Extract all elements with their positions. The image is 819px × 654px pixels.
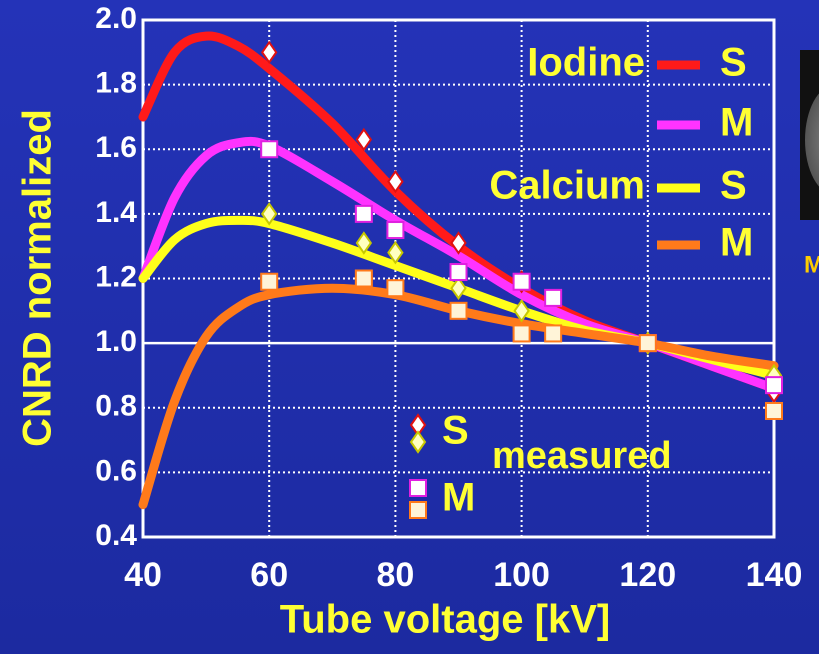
legend-label: S (720, 164, 747, 208)
measured-square (545, 325, 561, 341)
y-tick-label: 0.6 (95, 454, 137, 487)
legend-measured: measured (492, 435, 672, 477)
x-tick-label: 40 (124, 556, 162, 594)
x-tick-label: 100 (493, 556, 550, 594)
y-tick-label: 1.6 (95, 131, 137, 164)
chart: M Tube voltage [kV] CNRD normalized 0.4 0… (0, 0, 819, 654)
measured-square (766, 403, 782, 419)
y-tick-label: 1.4 (95, 196, 137, 229)
legend-group: Iodine (527, 41, 645, 85)
measured-square (261, 274, 277, 290)
y-tick-label: 2.0 (95, 2, 137, 35)
measured-square (545, 290, 561, 306)
legend-label: S (720, 41, 747, 85)
x-tick-label: 120 (619, 556, 676, 594)
legend-label: S (442, 409, 469, 453)
measured-square (261, 141, 277, 157)
legend-label: M (720, 101, 753, 145)
legend-label: M (442, 476, 475, 520)
page: {"chart_data": { "type": "line", "x_labe… (0, 0, 819, 654)
y-tick-label: 0.8 (95, 390, 137, 423)
side-label: M (804, 251, 819, 278)
y-tick-label: 1.2 (95, 260, 137, 293)
legend-group: Calcium (489, 164, 645, 208)
measured-square (356, 271, 372, 287)
y-tick-label: 0.4 (95, 519, 137, 552)
measured-square (356, 206, 372, 222)
x-tick-label: 80 (376, 556, 414, 594)
measured-square (451, 264, 467, 280)
measured-square (514, 325, 530, 341)
measured-square (387, 280, 403, 296)
x-tick-label: 140 (746, 556, 803, 594)
measured-square (766, 377, 782, 393)
y-tick-label: 1.8 (95, 67, 137, 100)
x-axis-label: Tube voltage [kV] (280, 598, 610, 642)
legend-label: M (720, 221, 753, 265)
x-tick-label: 60 (250, 556, 288, 594)
legend-marker (410, 480, 426, 496)
y-axis-label: CNRD normalized (16, 109, 60, 447)
legend-marker (410, 502, 426, 518)
measured-square (640, 335, 656, 351)
measured-square (451, 303, 467, 319)
y-tick-label: 1.0 (95, 325, 137, 358)
measured-square (387, 222, 403, 238)
measured-square (514, 274, 530, 290)
